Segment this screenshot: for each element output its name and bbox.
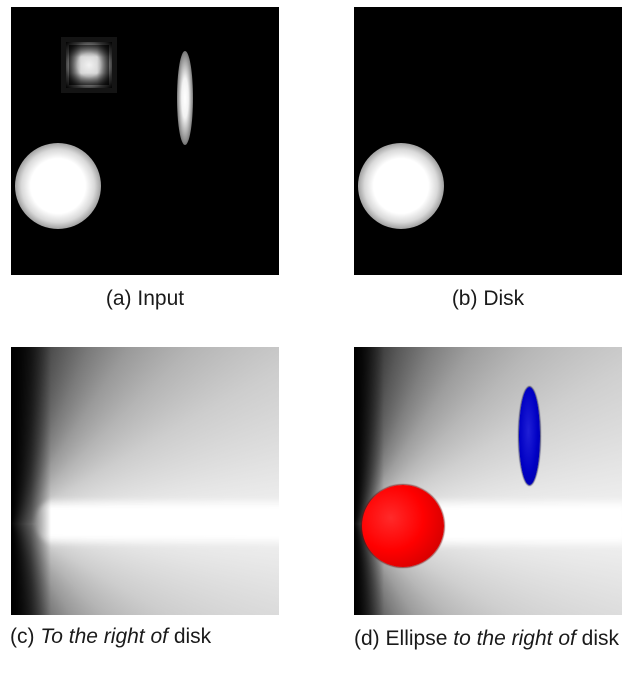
caption-c-text: disk (173, 625, 212, 648)
caption-d-italic-2: of (558, 627, 576, 650)
caption-d-text-2: disk (581, 627, 620, 650)
caption-c-italic: To the right of (40, 625, 168, 648)
square-shape (66, 42, 112, 88)
caption-c: (c) To the right of disk (10, 624, 211, 650)
panel-disk-image (354, 7, 622, 275)
caption-a: (a) Input (0, 286, 290, 312)
caption-b-label: (b) (451, 287, 478, 310)
caption-a-label: (a) (105, 287, 132, 310)
ellipse-shape (177, 51, 193, 145)
caption-d-label: (d) (354, 627, 380, 650)
disk-shape (358, 143, 444, 229)
panel-composite-result (354, 347, 622, 615)
caption-d-text-1: Ellipse (385, 627, 448, 650)
relation-fan-gradient (354, 347, 622, 615)
left-shade (11, 347, 51, 615)
highlighted-disk (362, 485, 444, 567)
panel-relation-map (11, 347, 279, 615)
caption-d-italic-1: to the right (453, 627, 553, 650)
panel-input-image (11, 7, 279, 275)
relation-beam (35, 497, 279, 547)
disk-shape (15, 143, 101, 229)
left-shade (354, 347, 384, 615)
caption-d: (d) Ellipse to the right of disk (354, 624, 622, 653)
highlighted-ellipse (519, 387, 540, 485)
caption-b: (b) Disk (343, 286, 623, 312)
caption-a-text: Input (137, 287, 185, 310)
caption-c-label: (c) (10, 625, 35, 648)
relation-fan-gradient (11, 347, 279, 615)
caption-b-text: Disk (483, 287, 525, 310)
